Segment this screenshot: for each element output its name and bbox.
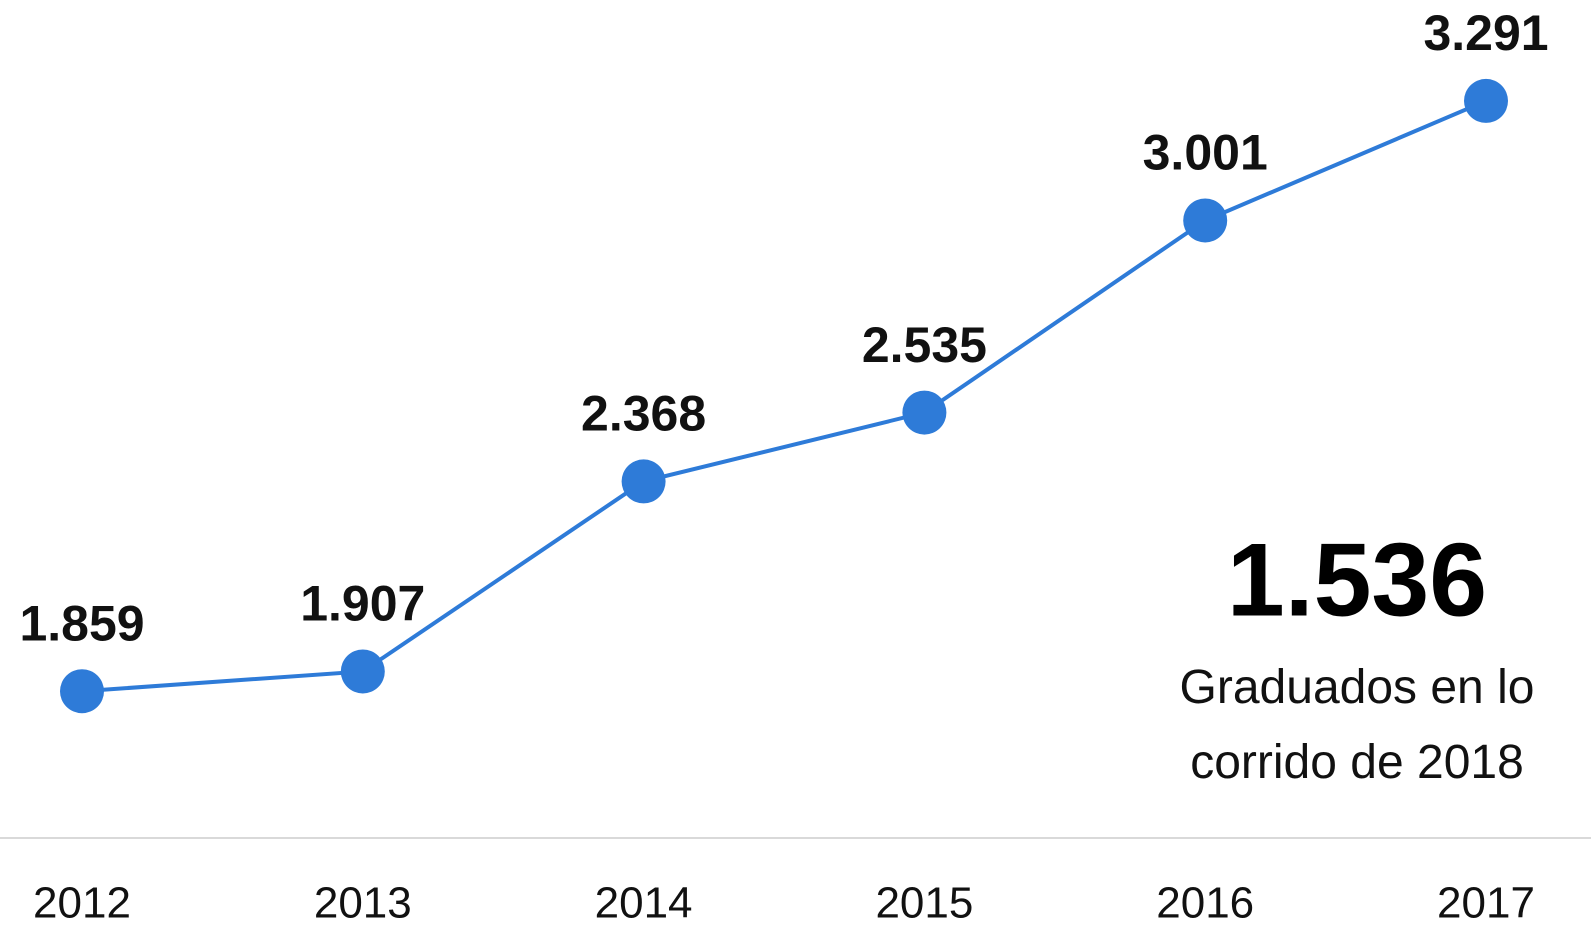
data-label: 3.001: [1143, 125, 1268, 181]
x-tick-label: 2012: [33, 879, 131, 928]
data-label: 2.535: [862, 317, 987, 373]
data-label: 1.907: [300, 576, 425, 632]
annotation-text: Graduados en lo corrido de 2018: [1120, 650, 1591, 800]
point: [341, 649, 385, 693]
point: [60, 669, 104, 713]
point: [1183, 198, 1227, 242]
data-label: 2.368: [581, 386, 706, 442]
point: [1464, 79, 1508, 123]
data-label: 1.859: [19, 595, 144, 651]
x-tick-label: 2017: [1437, 879, 1535, 928]
annotation-box: Graduados en lo corrido de 2018: [1120, 650, 1591, 820]
x-tick-label: 2013: [314, 879, 412, 928]
x-tick-label: 2014: [595, 879, 693, 928]
highlight-number: 1.536: [1227, 522, 1487, 638]
chart: 1.536 Graduados en lo corrido de 2018 20…: [0, 0, 1591, 942]
x-tick-label: 2016: [1156, 879, 1254, 928]
data-label: 3.291: [1423, 5, 1548, 61]
x-tick-label: 2015: [875, 879, 973, 928]
point: [622, 459, 666, 503]
point: [902, 391, 946, 435]
